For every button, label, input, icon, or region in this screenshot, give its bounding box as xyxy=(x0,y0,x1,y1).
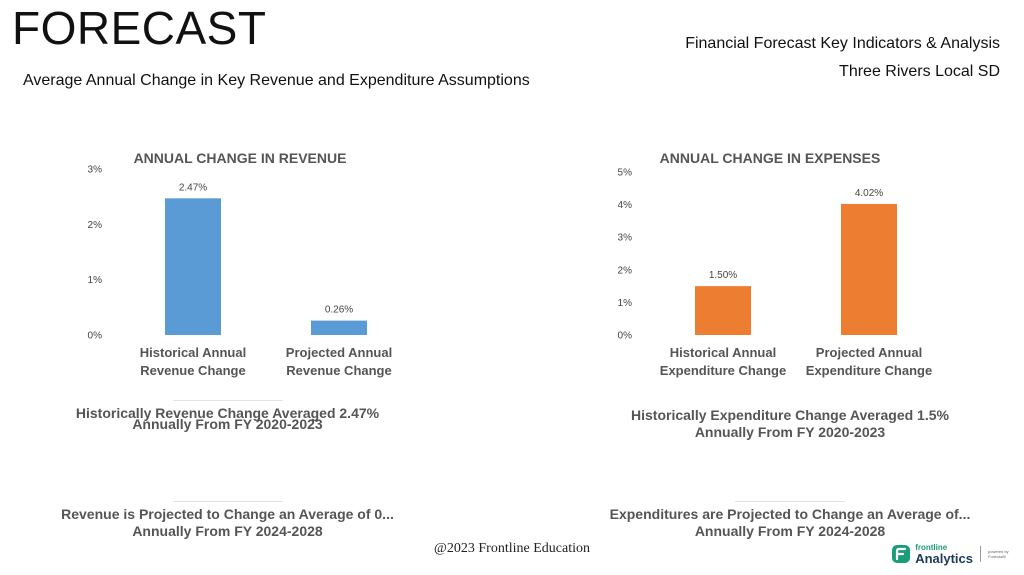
copyright: @2023 Frontline Education xyxy=(434,541,590,556)
page-subtitle: Average Annual Change in Key Revenue and… xyxy=(23,72,530,89)
y-tick-label: 0% xyxy=(618,331,633,342)
y-tick-label: 0% xyxy=(88,331,103,342)
chart-title: ANNUAL CHANGE IN REVENUE xyxy=(134,150,347,166)
revenue-projected-note: Revenue is Projected to Change an Averag… xyxy=(40,501,415,540)
revenue-chart-svg: ANNUAL CHANGE IN REVENUE 0% 1% 2% 3% 2.47% His… xyxy=(88,150,393,378)
expense-historical-line2: Annually From FY 2020-2023 xyxy=(694,424,886,440)
frontline-logo: frontline Analytics powered by Forecast5 xyxy=(891,543,1010,565)
note-divider xyxy=(172,400,283,401)
logo-line1: frontline xyxy=(915,543,948,552)
logo-separator xyxy=(980,546,981,562)
y-tick-label: 3% xyxy=(88,165,103,176)
frontline-logo-icon xyxy=(892,545,911,563)
data-label: 1.50% xyxy=(709,270,737,281)
logo-tagline: powered by Forecast5 xyxy=(988,549,1009,559)
category-label: Projected Annual xyxy=(286,345,392,360)
expense-projected-note: Expenditures are Projected to Change an … xyxy=(595,501,985,540)
page-title: FORECAST xyxy=(12,2,267,54)
category-label: Historical Annual xyxy=(670,345,776,360)
y-tick-label: 1% xyxy=(618,298,633,309)
note-divider xyxy=(172,501,283,502)
y-tick-label: 2% xyxy=(88,220,103,231)
expense-projected-line1: Expenditures are Projected to Change an … xyxy=(609,506,971,522)
expense-chart-svg: ANNUAL CHANGE IN EXPENSES 0% 1% 2% 3% 4% 5% 1.5… xyxy=(618,150,933,378)
expense-historical-note: Historically Expenditure Change Averaged… xyxy=(595,407,985,441)
y-tick-label: 1% xyxy=(88,275,103,286)
revenue-projected-line1: Revenue is Projected to Change an Averag… xyxy=(61,506,394,522)
revenue-projected-line2: Annually From FY 2024-2028 xyxy=(132,523,323,539)
note-divider xyxy=(735,501,845,502)
expense-chart: ANNUAL CHANGE IN EXPENSES 0% 1% 2% 3% 4% 5% 1.5… xyxy=(590,145,950,390)
category-label: Expenditure Change xyxy=(660,363,786,378)
expense-historical-line1: Historically Expenditure Change Averaged… xyxy=(631,407,949,423)
y-tick-label: 4% xyxy=(618,200,633,211)
data-label: 2.47% xyxy=(179,182,207,193)
bar xyxy=(841,203,897,335)
bar xyxy=(165,198,221,335)
category-label: Historical Annual xyxy=(140,345,246,360)
district-name: Three Rivers Local SD xyxy=(839,63,1000,80)
logo-line2: Analytics xyxy=(915,551,973,566)
bar xyxy=(695,286,751,335)
revenue-chart: ANNUAL CHANGE IN REVENUE 0% 1% 2% 3% 2.47% His… xyxy=(60,145,420,390)
category-label: Expenditure Change xyxy=(806,363,932,378)
chart-title: ANNUAL CHANGE IN EXPENSES xyxy=(660,150,881,166)
bar xyxy=(311,320,367,335)
report-title: Financial Forecast Key Indicators & Anal… xyxy=(685,35,1000,52)
category-label: Revenue Change xyxy=(140,363,245,378)
y-tick-label: 2% xyxy=(618,265,633,276)
category-label: Projected Annual xyxy=(816,345,922,360)
y-tick-label: 5% xyxy=(618,168,633,179)
data-label: 4.02% xyxy=(855,188,883,199)
revenue-historical-line1: Historically Revenue Change Averaged 2.4… xyxy=(75,405,380,421)
y-tick-label: 3% xyxy=(618,233,633,244)
expense-projected-line2: Annually From FY 2024-2028 xyxy=(694,523,886,539)
revenue-historical-note: Historically Revenue Change Averaged 2.4… xyxy=(40,400,415,433)
revenue-historical-line2: Annually From FY 2020-2023 xyxy=(132,416,323,432)
category-label: Revenue Change xyxy=(286,363,391,378)
logo-wordmark: frontline Analytics xyxy=(915,543,973,565)
data-label: 0.26% xyxy=(325,305,353,316)
